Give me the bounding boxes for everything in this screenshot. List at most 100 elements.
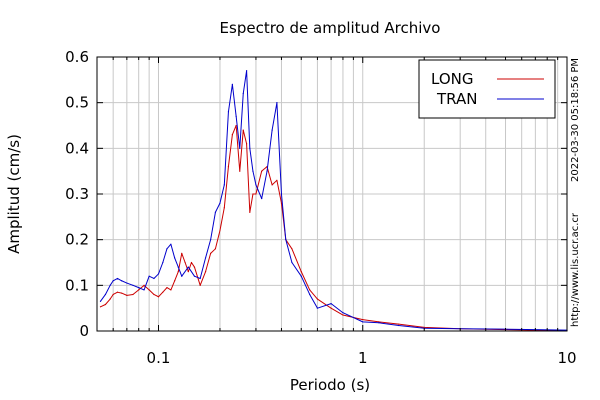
data-point-long [342,314,344,316]
data-point-long [300,271,302,273]
y-tick-label: 0.3 [65,185,89,203]
data-point-tran [166,248,168,250]
y-tick-label: 0.6 [65,48,89,66]
data-point-long [271,184,273,186]
data-point-long [231,134,233,136]
source-url-label: http://www.lis.ucr.ac.cr [570,212,581,327]
data-point-long [174,280,176,282]
series-line-tran [100,70,568,331]
data-point-tran [204,257,207,259]
series-line-long [100,125,568,332]
y-tick-label: 0.4 [65,139,89,157]
data-point-long [227,166,230,168]
data-point-tran [199,277,201,280]
data-point-tran [148,275,150,277]
data-point-long [276,179,278,181]
data-point-long [99,306,102,308]
data-point-long [362,318,364,321]
data-point-long [148,289,150,291]
x-axis-label: Periodo (s) [290,376,370,394]
data-point-tran [266,170,268,172]
data-point-tran [398,324,400,327]
data-point-long [249,211,251,213]
data-point-long [104,303,107,306]
data-point-long [126,294,128,296]
data-point-tran [285,239,287,241]
legend-box [418,59,556,119]
data-point-long [199,284,201,286]
data-point-long [143,284,145,286]
data-point-tran [261,197,263,200]
data-point-long [291,248,293,250]
data-point-tran [219,202,221,204]
data-point-tran [99,300,102,302]
data-point-tran [280,193,283,195]
data-point-long [112,293,114,296]
data-point-tran [174,257,176,259]
data-point-long [214,248,217,250]
x-tick-label: 1 [358,349,368,367]
data-point-tran [132,284,134,286]
data-point-long [109,298,111,300]
data-point-tran [227,111,230,113]
data-point-tran [342,312,344,314]
data-point-tran [177,266,179,268]
grid [96,56,568,332]
axis-ticks [96,56,568,332]
data-point-tran [330,303,332,305]
data-point-long [210,252,212,254]
x-tick-label: 0.1 [147,349,171,367]
data-point-long [190,261,193,264]
data-point-long [309,289,311,291]
legend-label-long: LONG [431,70,473,88]
data-point-tran [116,277,119,280]
data-point-long [157,296,160,298]
series-long [99,124,568,332]
data-point-tran [235,115,237,117]
data-point-tran [276,102,278,104]
data-point-long [242,129,244,131]
chart-title: Espectro de amplitud Archivo [220,19,441,37]
y-tick-labels: 0 0.1 0.2 0.3 0.4 0.5 0.6 [65,48,89,340]
data-point-tran [223,184,225,186]
data-point-tran [271,129,273,131]
data-point-tran [153,277,155,280]
data-point-long [184,261,186,264]
data-point-tran [121,280,123,282]
data-point-tran [300,275,302,277]
data-point-long [193,266,196,268]
data-point-long [255,193,257,195]
data-point-tran [255,184,257,186]
data-point-long [138,289,140,291]
data-point-long [280,202,283,204]
data-point-long [398,323,400,325]
data-point-tran [242,92,244,95]
data-point-long [116,291,119,293]
x-tick-labels: 0.1 1 10 [147,349,577,367]
data-point-tran [291,261,293,264]
data-point-long [166,287,168,289]
y-axis-label: Amplitud (cm/s) [5,134,23,254]
data-point-long [246,143,248,145]
data-point-long [153,293,155,296]
data-point-tran [309,293,311,296]
data-point-tran [109,284,111,286]
legend-label-tran: TRAN [436,90,477,108]
series-layer [99,70,568,332]
data-point-long [316,298,319,300]
data-point-tran [231,83,233,85]
data-point-tran [187,266,189,268]
data-point-long [252,193,254,195]
data-point-tran [104,293,107,296]
data-point-tran [126,282,128,284]
data-point-tran [193,275,196,277]
data-point-long [261,170,263,172]
data-point-tran [252,170,254,172]
data-point-tran [143,289,145,291]
data-point-tran [239,147,241,149]
data-point-long [235,124,237,127]
y-tick-label: 0.5 [65,94,89,112]
data-point-tran [170,243,172,245]
y-tick-label: 0.2 [65,231,89,249]
